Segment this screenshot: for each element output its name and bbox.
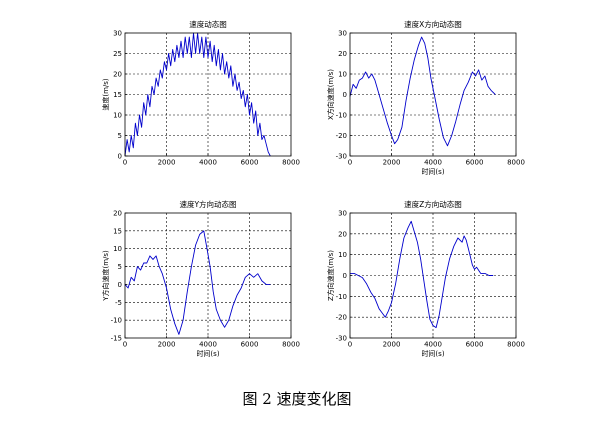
axes-frame — [124, 212, 292, 339]
y-tick-label: 10 — [113, 245, 122, 253]
y-tick-label: 15 — [113, 91, 122, 99]
y-tick-label: 0 — [118, 153, 122, 161]
x-tick-label: 2000 — [158, 341, 176, 349]
y-tick-label: 10 — [338, 251, 347, 259]
y-tick-label: 30 — [338, 30, 347, 38]
x-tick-label: 0 — [348, 159, 352, 167]
series-line — [349, 36, 496, 147]
y-tick-label: 30 — [113, 30, 122, 38]
x-tick-label: 6000 — [466, 159, 484, 167]
x-tick-label: 8000 — [507, 159, 525, 167]
y-tick-label: 25 — [113, 50, 122, 58]
x-tick-label: 4000 — [199, 341, 217, 349]
y-tick-label: -30 — [336, 153, 347, 161]
x-tick-label: 6000 — [466, 341, 484, 349]
x-axis-label: 时间(s) — [421, 167, 444, 176]
y-tick-label: -5 — [115, 299, 122, 307]
y-tick-label: 0 — [343, 91, 347, 99]
y-tick-label: 10 — [113, 112, 122, 120]
x-tick-label: 0 — [123, 341, 127, 349]
x-tick-label: 4000 — [199, 159, 217, 167]
x-tick-label: 0 — [123, 159, 127, 167]
y-tick-label: -10 — [336, 293, 347, 301]
y-tick-label: -20 — [336, 132, 347, 140]
x-tick-label: 4000 — [424, 341, 442, 349]
x-tick-label: 4000 — [424, 159, 442, 167]
x-tick-label: 2000 — [383, 159, 401, 167]
figure-caption: 图 2 速度变化图 — [242, 390, 352, 408]
series-line — [350, 220, 494, 329]
y-tick-label: 0 — [118, 281, 122, 289]
subplot-3: 0 2000 4000 6000 8000 -15 -10 -5 0 5 10 15 20 速度Y方向动态… — [101, 199, 300, 358]
y-tick-label: 20 — [113, 71, 122, 79]
subplot-title: 速度X方向动态图 — [404, 19, 462, 29]
y-tick-label: 20 — [113, 210, 122, 218]
y-tick-label: 0 — [343, 272, 347, 280]
x-tick-label: 8000 — [507, 341, 525, 349]
subplot-title: 速度动态图 — [189, 19, 227, 29]
y-tick-label: -10 — [111, 317, 122, 325]
y-tick-label: -10 — [336, 112, 347, 120]
y-tick-label: 15 — [113, 227, 122, 235]
subplot-2: 0 2000 4000 6000 8000 -30 -20 -10 0 10 20 30 速度X方向动态… — [326, 19, 525, 176]
subplot-1: 0 2000 4000 6000 8000 0 5 10 15 20 25 30 速度动态图速度(m/s… — [101, 19, 300, 167]
y-tick-label: -30 — [336, 335, 347, 343]
y-tick-label: 5 — [118, 263, 122, 271]
x-tick-label: 0 — [348, 341, 352, 349]
y-tick-label: -20 — [336, 314, 347, 322]
x-tick-label: 8000 — [282, 341, 300, 349]
x-tick-label: 6000 — [241, 341, 259, 349]
y-axis-label: Y方向速度(m/s) — [101, 250, 110, 302]
subplot-title: 速度Z方向动态图 — [404, 199, 462, 209]
y-axis-label: 速度(m/s) — [101, 78, 110, 111]
y-tick-label: 30 — [338, 210, 347, 218]
x-tick-label: 8000 — [282, 159, 300, 167]
x-axis-label: 时间(s) — [196, 349, 219, 358]
y-tick-label: 10 — [338, 71, 347, 79]
y-tick-label: -15 — [111, 335, 122, 343]
subplot-4: 0 2000 4000 6000 8000 -30 -20 -10 0 10 20 30 速度Z方向动态… — [326, 199, 525, 358]
x-tick-label: 6000 — [241, 159, 259, 167]
y-tick-label: 20 — [338, 50, 347, 58]
series-line — [124, 230, 271, 335]
y-axis-label: Z方向速度(m/s) — [326, 250, 335, 301]
subplot-title: 速度Y方向动态图 — [179, 199, 236, 209]
y-tick-label: 20 — [338, 230, 347, 238]
x-axis-label: 时间(s) — [421, 349, 444, 358]
y-axis-label: X方向速度(m/s) — [326, 69, 335, 120]
x-tick-label: 2000 — [158, 159, 176, 167]
x-tick-label: 2000 — [383, 341, 401, 349]
y-tick-label: 5 — [118, 132, 122, 140]
